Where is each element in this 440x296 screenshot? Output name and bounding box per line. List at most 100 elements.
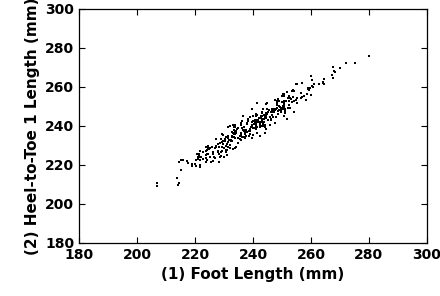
Point [280,100,287,105]
Point [286,106,293,111]
Point [256,125,263,129]
Point [258,119,265,123]
Point [232,131,239,135]
Point [233,130,240,135]
Point [218,137,225,142]
Point [254,130,261,135]
Point [216,155,223,160]
Point [253,126,260,131]
Point [154,181,161,186]
Point [227,139,235,143]
Point [270,114,277,119]
Point [265,110,272,115]
Point [289,88,296,93]
Point [279,104,286,109]
Point [275,107,282,112]
Point [253,114,260,118]
Point [218,150,225,155]
Point [238,118,245,123]
Point [260,119,268,124]
Point [265,118,272,122]
Point [279,103,286,108]
Point [275,96,282,101]
Point [232,132,239,137]
Point [223,143,230,148]
Point [223,134,230,139]
Point [257,123,264,128]
Point [274,101,281,106]
Point [261,116,268,121]
Point [273,105,280,110]
Point [282,111,289,115]
Point [241,134,248,139]
Point [176,181,183,186]
Point [203,156,210,160]
Point [257,123,264,128]
Point [330,76,337,81]
Point [268,107,275,112]
Point [242,128,249,133]
Point [284,106,291,110]
Point [208,159,215,164]
Point [337,65,344,70]
Point [215,144,222,149]
Point [261,115,268,119]
Point [242,128,249,133]
Point [332,70,339,75]
Point [196,158,203,163]
Point [220,146,227,151]
Point [217,154,224,159]
Point [279,94,286,99]
Point [279,100,286,104]
Point [247,115,254,119]
Point [231,136,238,141]
Point [267,114,274,119]
Point [330,65,337,69]
Point [241,131,248,136]
Point [227,143,234,147]
Point [197,149,204,153]
Point [269,110,276,115]
Point [219,145,226,149]
Point [230,131,237,136]
Point [216,152,223,156]
Point [254,118,261,123]
Point [231,146,238,151]
Point [228,133,235,138]
Y-axis label: (2) Heel-to-Toe 1 Length (mm): (2) Heel-to-Toe 1 Length (mm) [25,0,40,255]
Point [228,134,235,139]
Point [278,107,285,112]
Point [273,101,280,106]
Point [202,149,209,154]
Point [269,115,276,120]
Point [194,155,202,159]
Point [196,162,203,167]
Point [235,140,242,145]
Point [209,159,216,163]
Point [268,118,275,123]
Point [249,123,256,128]
Point [247,124,254,129]
Point [302,97,309,102]
Point [231,128,238,133]
Point [215,159,222,164]
Point [249,126,257,130]
Point [199,149,206,154]
Point [262,131,269,136]
Point [237,134,244,139]
Point [196,153,203,158]
Point [299,95,306,99]
Point [189,164,196,168]
Point [231,131,238,136]
Point [203,160,210,164]
Point [205,147,213,151]
Point [244,121,251,126]
Point [231,123,238,128]
Point [282,108,289,113]
Point [259,122,266,127]
Point [263,113,270,118]
Point [209,144,216,149]
Point [219,133,226,138]
Point [216,141,223,145]
Point [250,114,257,119]
